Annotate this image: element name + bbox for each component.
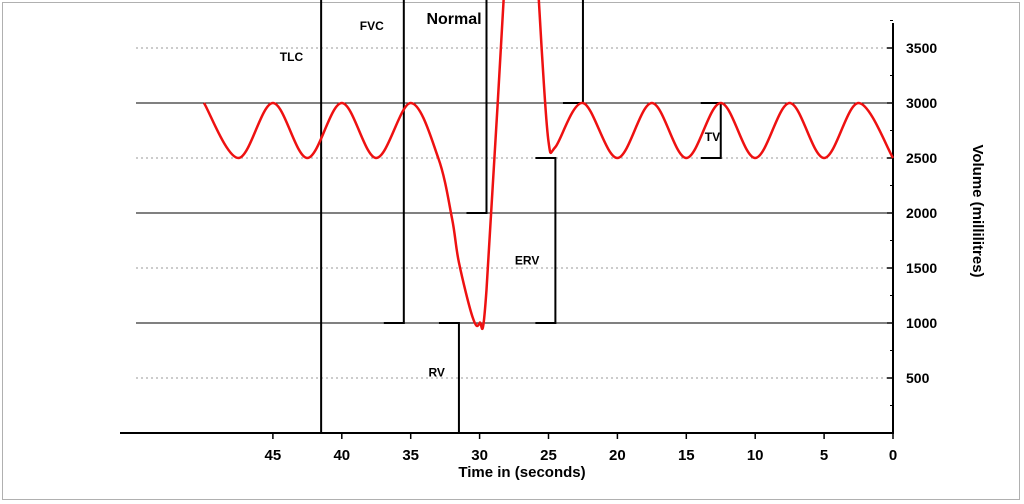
- bracket-tlc: [301, 0, 323, 434]
- x-tick-label: 10: [747, 447, 764, 464]
- label-text: FVC: [360, 19, 384, 33]
- chart-title: Normal: [426, 11, 481, 28]
- y-tick-label: 1000: [906, 315, 937, 331]
- x-tick-label: 35: [402, 447, 419, 464]
- bracket-labels: TLCFVCFEV1RVERVIRVTV: [280, 19, 720, 380]
- y-tick-label: 3500: [906, 40, 937, 56]
- bracket-irv: [562, 0, 584, 104]
- y-axis-title: Volume (millilitres): [969, 144, 986, 277]
- bracket-tv: [700, 102, 722, 159]
- volume-series-line: [202, 0, 895, 330]
- label-text: TLC: [280, 50, 304, 64]
- label-rv: RV: [428, 366, 444, 380]
- axes: 45 40 35 30 25 20 15 10 5 0 500 1000 1500 2000 2500 300…: [120, 0, 937, 464]
- volume-curve: [202, 0, 895, 330]
- x-tick-label: 25: [540, 447, 557, 464]
- y-tick-label: 3000: [906, 95, 937, 111]
- label-fvc: FVC: [360, 19, 384, 33]
- label-erv: ERV: [515, 253, 539, 267]
- x-tick-label: 40: [333, 447, 350, 464]
- label-tv: TV: [705, 130, 720, 144]
- x-axis-title: Time in (seconds): [458, 464, 585, 481]
- bracket-fev: [466, 0, 488, 214]
- volume-brackets: [301, 0, 722, 434]
- label-text: ERV: [515, 253, 539, 267]
- label-text: RV: [428, 366, 444, 380]
- bracket-rv: [438, 322, 460, 434]
- x-tick-label: 20: [609, 447, 626, 464]
- x-tick-label: 15: [678, 447, 695, 464]
- x-tick-label: 0: [889, 447, 897, 464]
- x-tick-label: 5: [820, 447, 828, 464]
- y-tick-label: 4000: [906, 0, 937, 1]
- label-tlc: TLC: [280, 50, 304, 64]
- y-tick-label: 500: [906, 370, 930, 386]
- y-tick-label: 2500: [906, 150, 937, 166]
- x-tick-label: 30: [471, 447, 488, 464]
- x-tick-label: 45: [265, 447, 282, 464]
- y-tick-label: 1500: [906, 260, 937, 276]
- label-text: TV: [705, 130, 720, 144]
- bracket-fvc: [383, 0, 405, 324]
- y-tick-label: 2000: [906, 205, 937, 221]
- bracket-erv: [535, 157, 557, 324]
- grid-lines: [136, 47, 893, 379]
